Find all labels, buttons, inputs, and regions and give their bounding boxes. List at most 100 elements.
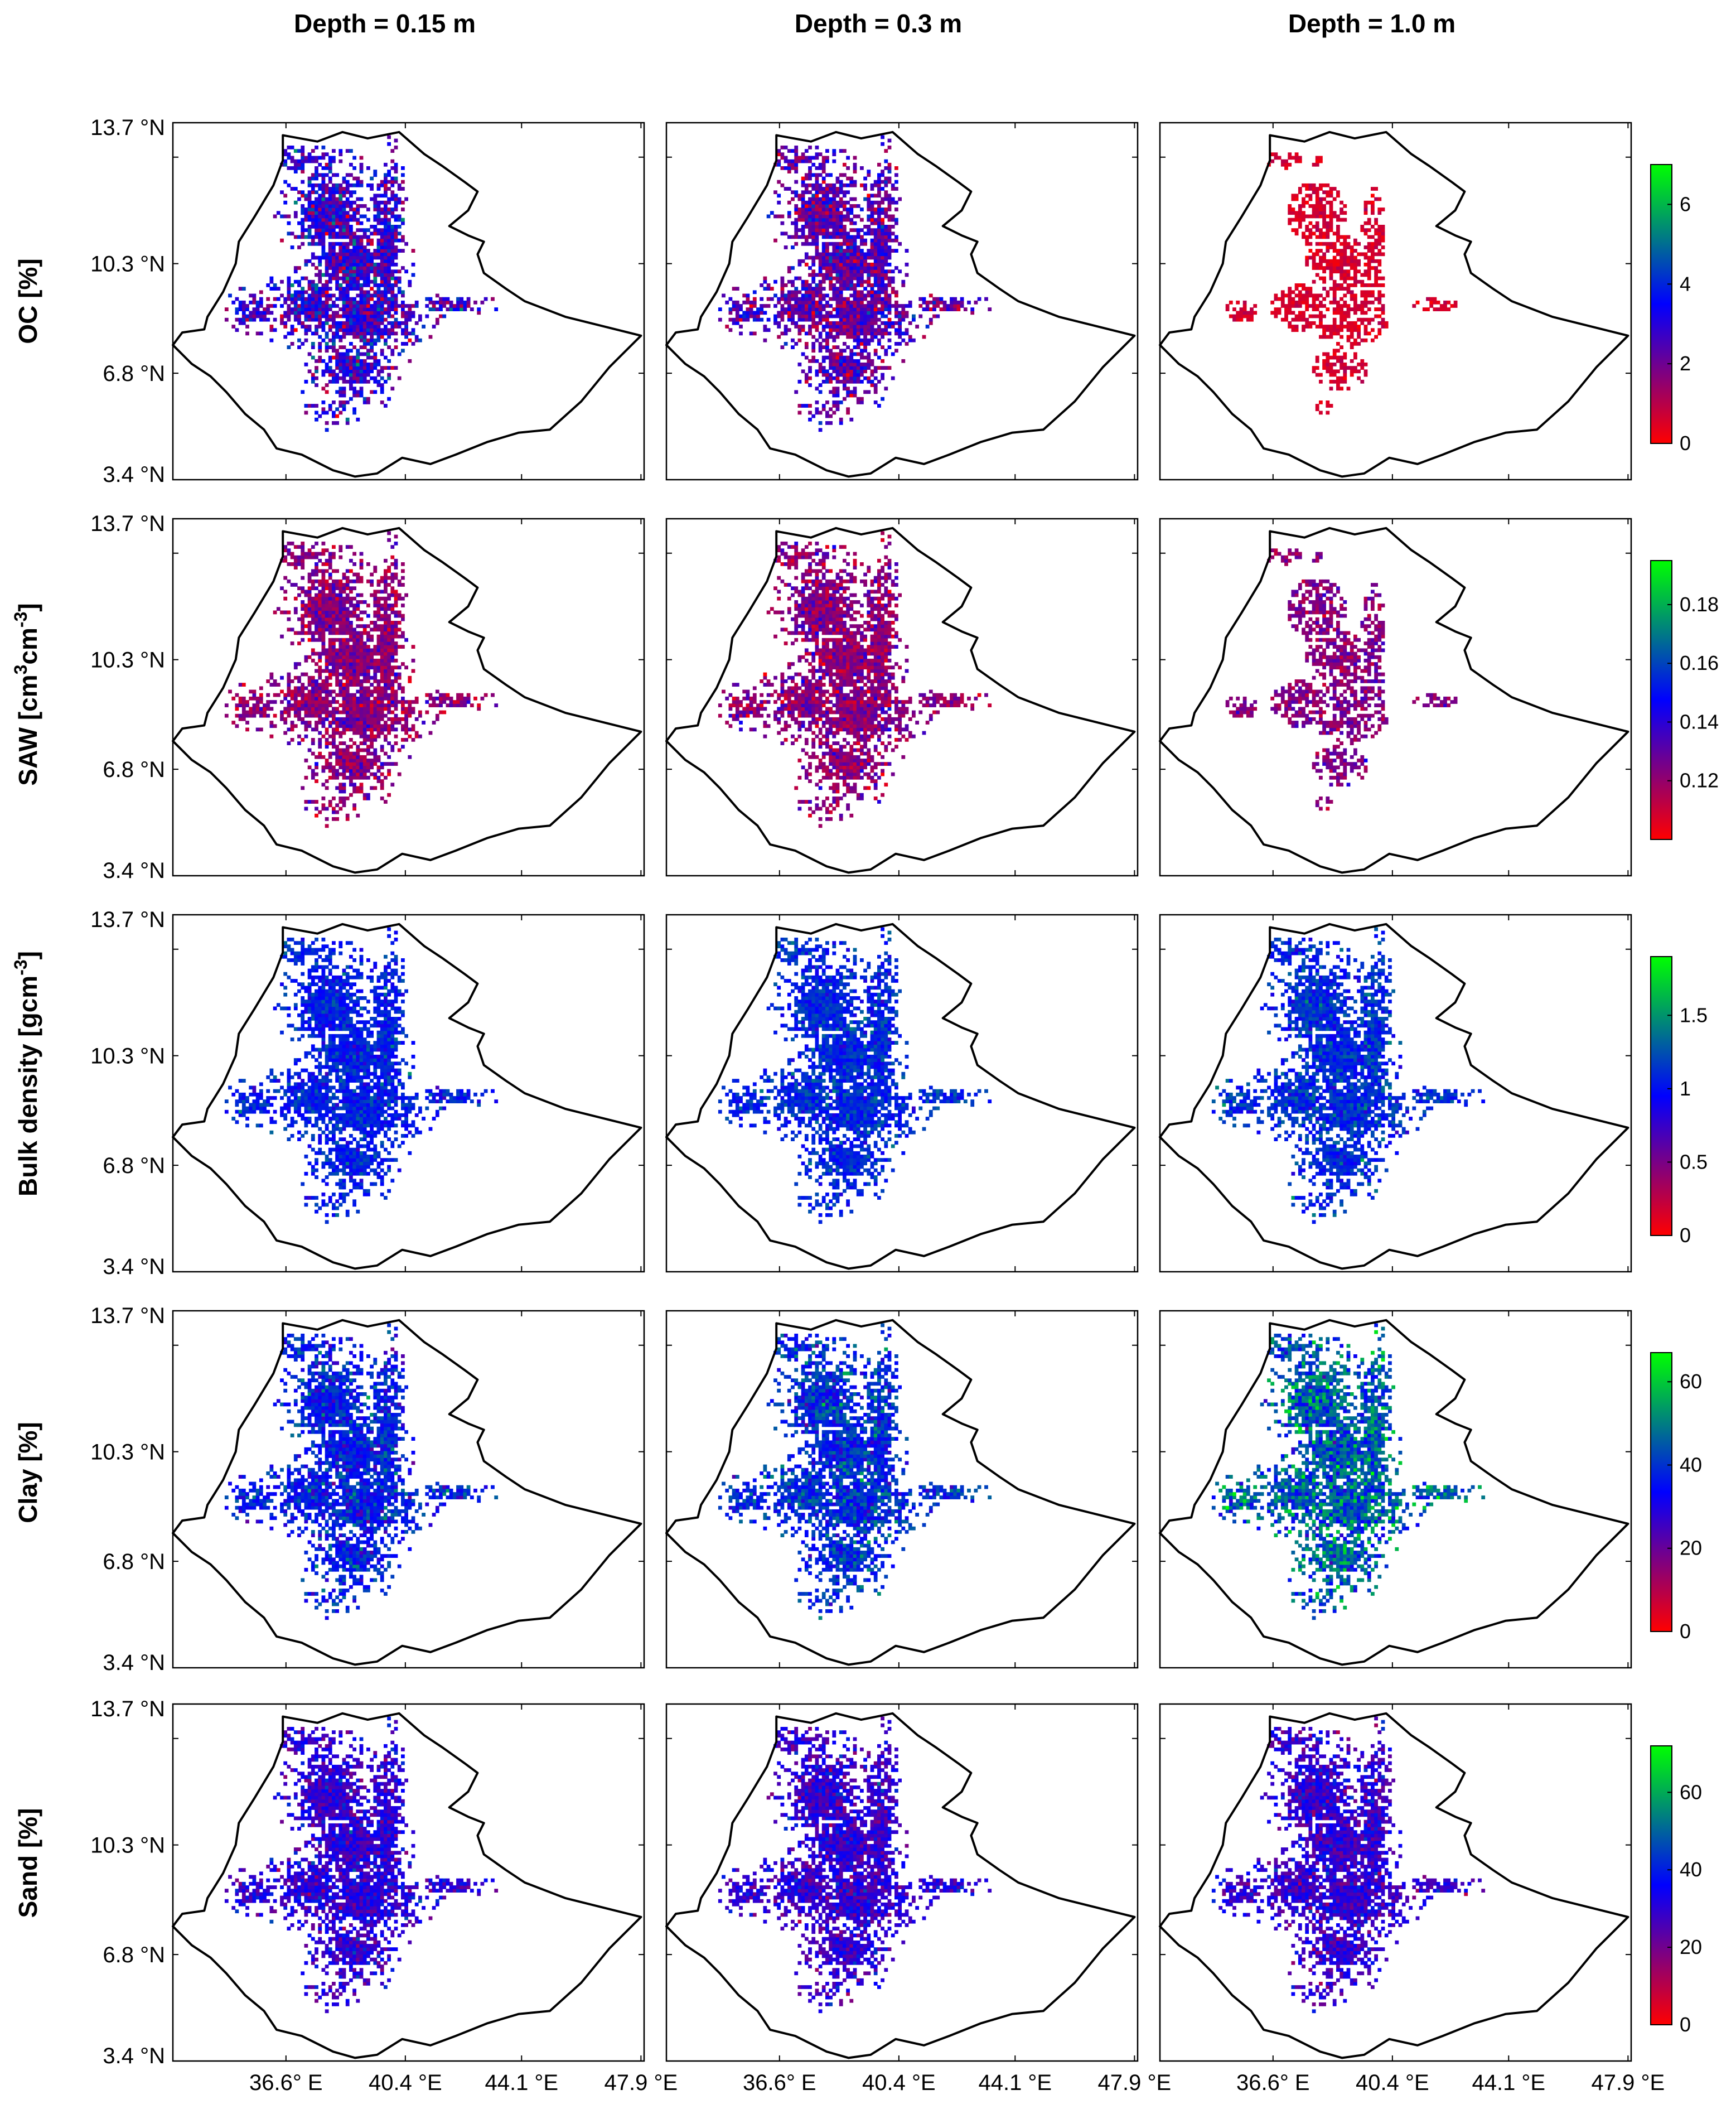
pixel [315,311,318,315]
pixel [325,225,329,229]
pixel [342,328,346,332]
pixel [370,259,374,263]
pixel [297,318,301,322]
pixel [346,269,350,273]
pixel [394,235,398,239]
pixel [352,301,356,305]
pixel [235,328,239,332]
pixel [297,311,301,315]
pixel [346,249,350,253]
pixel [363,335,367,339]
pixel [342,400,346,404]
pixel [373,283,377,287]
pixel [442,315,446,318]
pixel [311,207,315,211]
pixel [325,383,329,387]
pixel [380,383,384,387]
pixel [404,304,408,308]
pixel [291,283,294,287]
pixel [315,315,318,318]
pixel [346,297,350,301]
pixel [390,228,394,232]
pixel [418,339,422,342]
pixel [366,339,370,342]
pixel [322,407,326,411]
pixel [380,369,384,373]
pixel [370,369,374,373]
pixel [304,332,308,336]
pixel [325,207,329,211]
pixel [325,304,329,308]
pixel [328,366,332,370]
pixel [366,369,370,373]
pixel [349,259,353,263]
pixel [360,277,364,281]
pixel [384,328,388,332]
pixel [318,235,322,239]
pixel [460,301,463,305]
pixel [335,304,339,308]
pixel [339,221,342,225]
pixel [322,411,326,415]
pixel [363,249,367,253]
pixel [346,266,350,270]
pixel [366,356,370,360]
pixel [287,277,291,281]
row-label-saw-start: SAW [cm [13,674,42,785]
pixel [360,359,364,363]
pixel [332,249,336,253]
pixel [373,359,377,363]
pixel [332,256,336,260]
pixel [318,304,322,308]
pixel [380,256,384,260]
pixel [384,263,388,267]
pixel [387,266,391,270]
pixel [349,369,353,373]
pixel [349,297,353,301]
pixel [373,332,377,336]
pixel [328,307,332,311]
pixel [328,380,332,384]
pixel [335,277,339,281]
pixel [377,307,381,311]
pixel [318,321,322,325]
pixel [301,207,304,211]
pixel [318,301,322,305]
pixel [325,311,329,315]
pixel [370,311,374,315]
pixel [245,315,249,318]
pixel [294,328,298,332]
pixel [335,366,339,370]
pixel [380,242,384,246]
pixel [322,373,326,377]
pixel [387,235,391,239]
pixel [377,301,381,305]
pixel [342,249,346,253]
pixel [360,311,364,315]
pixel [356,363,360,366]
pixel [401,221,405,225]
pixel [449,307,453,311]
pixel [270,280,274,284]
pixel [297,245,301,249]
pixel [390,235,394,239]
pixel [249,311,253,315]
pixel [412,304,415,308]
pixel [404,311,408,315]
pixel [328,404,332,408]
pixel [356,259,360,263]
pixel [404,242,408,246]
pixel [301,231,304,235]
pixel [370,294,374,298]
pixel [342,215,346,219]
pixel [380,259,384,263]
pixel [342,325,346,329]
pixel [325,411,329,415]
pixel [460,297,463,301]
pixel [370,256,374,260]
pixel [370,339,374,342]
pixel [322,294,326,298]
pixel [346,328,350,332]
pixel [253,301,257,305]
pixel [401,249,405,253]
